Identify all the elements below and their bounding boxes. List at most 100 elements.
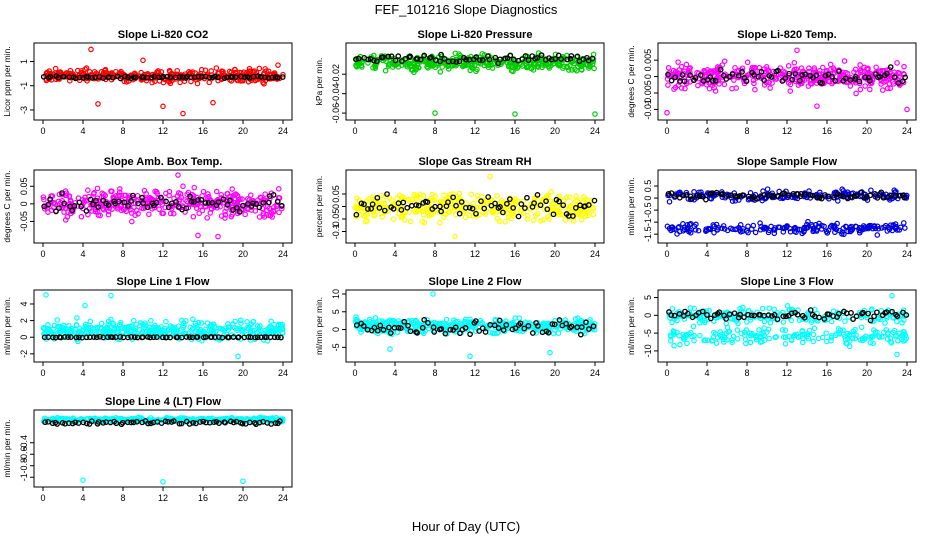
panel-title: Slope Line 1 Flow bbox=[117, 276, 210, 288]
data-point-black bbox=[463, 56, 469, 63]
data-point-black bbox=[47, 73, 54, 80]
data-point bbox=[437, 219, 443, 226]
data-point-black bbox=[125, 74, 131, 81]
data-point-black bbox=[407, 53, 413, 60]
y-axis-label: kPa per min. bbox=[314, 58, 324, 106]
data-point bbox=[578, 216, 585, 223]
y-axis-label: degrees C per min. bbox=[2, 170, 12, 242]
data-point bbox=[512, 315, 518, 321]
data-point bbox=[814, 103, 820, 109]
data-point bbox=[547, 349, 553, 356]
data-point-black bbox=[163, 334, 170, 341]
data-point bbox=[884, 228, 891, 234]
data-point-black bbox=[116, 198, 122, 205]
data-point bbox=[671, 226, 678, 232]
data-point bbox=[535, 60, 541, 66]
data-point bbox=[443, 316, 450, 323]
data-point bbox=[180, 183, 186, 190]
data-point bbox=[229, 186, 236, 192]
data-point bbox=[811, 227, 817, 233]
data-point bbox=[893, 223, 899, 230]
data-point-black bbox=[696, 193, 703, 199]
data-point-black bbox=[525, 57, 532, 64]
data-point bbox=[442, 211, 449, 218]
data-point-black bbox=[456, 58, 463, 65]
data-point bbox=[515, 64, 521, 70]
data-point bbox=[463, 62, 470, 68]
data-point bbox=[839, 231, 845, 237]
data-point-black bbox=[254, 334, 261, 341]
data-point-black bbox=[69, 207, 76, 214]
data-point bbox=[489, 330, 496, 337]
data-point bbox=[139, 205, 145, 211]
data-point bbox=[198, 320, 205, 326]
data-point-black bbox=[417, 56, 424, 63]
x-tick-label: 16 bbox=[510, 126, 520, 136]
x-tick-label: 4 bbox=[392, 126, 397, 136]
data-point-black bbox=[255, 73, 261, 80]
y-tick-label: -0.06 bbox=[331, 103, 341, 124]
data-point bbox=[57, 69, 64, 75]
data-point bbox=[251, 68, 258, 74]
data-point bbox=[128, 328, 134, 335]
data-point bbox=[142, 322, 149, 329]
x-tick-label: 4 bbox=[392, 368, 397, 378]
data-point bbox=[170, 210, 177, 217]
y-tick-label: 0 bbox=[331, 204, 341, 209]
data-point bbox=[690, 323, 697, 330]
y-tick-label: -1 bbox=[643, 218, 653, 226]
data-point-black bbox=[723, 193, 730, 199]
data-point bbox=[771, 74, 778, 81]
data-point-black bbox=[572, 204, 579, 211]
data-point-black bbox=[183, 205, 190, 212]
data-point bbox=[697, 332, 703, 339]
data-point-black bbox=[450, 194, 456, 201]
data-point-black bbox=[175, 203, 182, 210]
data-point bbox=[674, 231, 680, 237]
data-point bbox=[573, 193, 579, 199]
data-point-black bbox=[437, 58, 443, 65]
data-point bbox=[708, 195, 715, 202]
data-point-black bbox=[279, 74, 286, 80]
data-point-black bbox=[56, 205, 62, 211]
data-point-black bbox=[537, 202, 544, 209]
x-tick-label: 12 bbox=[470, 249, 480, 259]
data-point-black bbox=[479, 57, 486, 63]
data-point-black bbox=[515, 213, 522, 220]
data-point-black bbox=[164, 73, 171, 80]
x-tick-label: 0 bbox=[40, 493, 45, 503]
data-point bbox=[420, 212, 427, 218]
data-point-black bbox=[720, 72, 727, 79]
data-point-black bbox=[195, 197, 201, 203]
data-point-black bbox=[421, 52, 428, 59]
data-point bbox=[196, 210, 202, 217]
data-point-black bbox=[438, 208, 444, 215]
data-point-black bbox=[129, 192, 136, 199]
x-tick-label: 24 bbox=[278, 368, 288, 378]
x-tick-label: 4 bbox=[392, 249, 397, 259]
y-axis-label: Licor ppm per min. bbox=[2, 46, 12, 116]
data-point-black bbox=[68, 334, 74, 340]
data-point bbox=[900, 220, 907, 226]
data-point bbox=[524, 216, 531, 222]
data-point bbox=[390, 216, 397, 222]
data-point bbox=[234, 325, 240, 332]
data-point-black bbox=[712, 77, 719, 84]
data-point bbox=[279, 329, 286, 336]
data-point-black bbox=[862, 74, 869, 81]
data-point-black bbox=[183, 334, 190, 340]
data-point bbox=[242, 211, 248, 218]
data-point-black bbox=[424, 199, 431, 206]
data-point bbox=[530, 67, 537, 73]
data-point bbox=[159, 201, 165, 208]
data-point bbox=[819, 64, 826, 71]
data-point bbox=[175, 190, 182, 196]
data-point bbox=[582, 196, 588, 203]
data-point-black bbox=[370, 57, 377, 64]
x-tick-label: 8 bbox=[744, 126, 749, 136]
y-tick-label: -3 bbox=[19, 106, 29, 114]
panel-title: Slope Gas Stream RH bbox=[418, 156, 531, 168]
data-point bbox=[204, 215, 210, 221]
data-point-black bbox=[524, 194, 530, 201]
